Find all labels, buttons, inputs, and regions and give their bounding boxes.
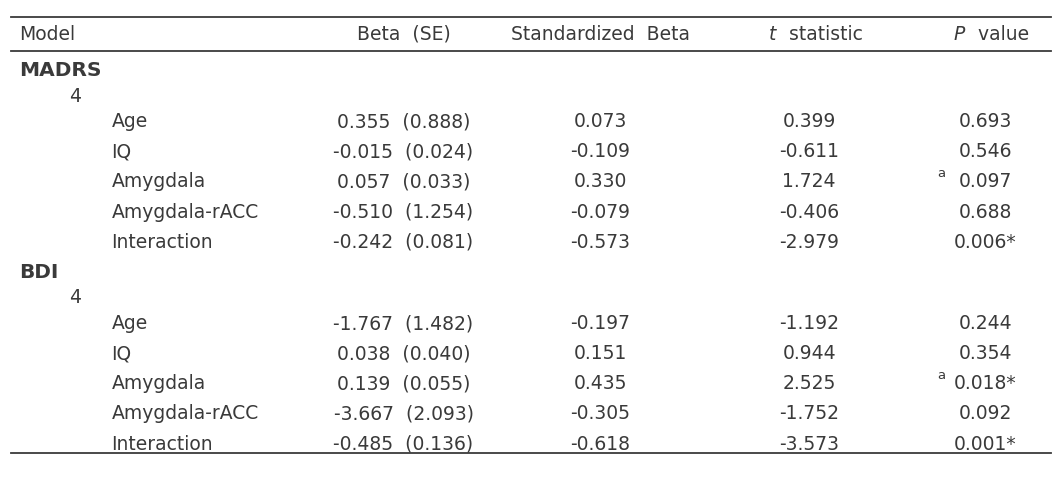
Text: t: t [769,24,776,44]
Text: 0.244: 0.244 [959,314,1012,333]
Text: 0.018*: 0.018* [955,374,1016,393]
Text: Model: Model [19,24,75,44]
Text: value: value [966,24,1029,44]
Text: 2.525: 2.525 [783,374,836,393]
Text: -1.767  (1.482): -1.767 (1.482) [333,314,474,333]
Text: -0.242  (0.081): -0.242 (0.081) [333,233,474,252]
Text: 0.546: 0.546 [959,142,1012,161]
Text: 4: 4 [69,87,81,105]
Text: 1.724: 1.724 [783,173,836,191]
Text: Age: Age [112,314,148,333]
Text: 0.399: 0.399 [783,112,836,131]
Text: IQ: IQ [112,344,132,363]
Text: 4: 4 [69,289,81,308]
Text: a: a [938,167,945,180]
Text: -0.079: -0.079 [570,203,630,222]
Text: 0.151: 0.151 [573,344,627,363]
Text: Amygdala-rACC: Amygdala-rACC [112,203,259,222]
Text: -3.667  (2.093): -3.667 (2.093) [333,404,474,423]
Text: -0.109: -0.109 [570,142,630,161]
Text: -1.752: -1.752 [780,404,839,423]
Text: 0.038  (0.040): 0.038 (0.040) [337,344,470,363]
Text: a: a [938,368,945,382]
Text: -0.618: -0.618 [570,434,630,453]
Text: BDI: BDI [19,263,58,282]
Text: P: P [954,24,965,44]
Text: -0.611: -0.611 [780,142,839,161]
Text: Amygdala-rACC: Amygdala-rACC [112,404,259,423]
Text: Interaction: Interaction [112,233,213,252]
Text: Amygdala: Amygdala [112,374,206,393]
Text: Interaction: Interaction [112,434,213,453]
Text: 0.097: 0.097 [959,173,1012,191]
Text: 0.330: 0.330 [573,173,627,191]
Text: 0.355  (0.888): 0.355 (0.888) [337,112,470,131]
Text: 0.057  (0.033): 0.057 (0.033) [337,173,470,191]
Text: 0.092: 0.092 [959,404,1012,423]
Text: Beta  (SE): Beta (SE) [357,24,450,44]
Text: Amygdala: Amygdala [112,173,206,191]
Text: statistic: statistic [783,24,862,44]
Text: -1.192: -1.192 [780,314,839,333]
Text: -2.979: -2.979 [780,233,839,252]
Text: 0.073: 0.073 [573,112,627,131]
Text: Standardized  Beta: Standardized Beta [511,24,689,44]
Text: -0.197: -0.197 [570,314,630,333]
Text: Age: Age [112,112,148,131]
Text: -0.510  (1.254): -0.510 (1.254) [333,203,474,222]
Text: 0.139  (0.055): 0.139 (0.055) [337,374,470,393]
Text: 0.354: 0.354 [959,344,1012,363]
Text: -0.485  (0.136): -0.485 (0.136) [333,434,474,453]
Text: 0.001*: 0.001* [955,434,1016,453]
Text: 0.006*: 0.006* [955,233,1016,252]
Text: 0.435: 0.435 [573,374,627,393]
Text: 0.693: 0.693 [959,112,1012,131]
Text: -0.406: -0.406 [780,203,839,222]
Text: -0.305: -0.305 [570,404,630,423]
Text: -0.015  (0.024): -0.015 (0.024) [333,142,474,161]
Text: 0.688: 0.688 [959,203,1012,222]
Text: 0.944: 0.944 [783,344,836,363]
Text: MADRS: MADRS [19,61,102,80]
Text: -3.573: -3.573 [780,434,839,453]
Text: IQ: IQ [112,142,132,161]
Text: -0.573: -0.573 [570,233,630,252]
